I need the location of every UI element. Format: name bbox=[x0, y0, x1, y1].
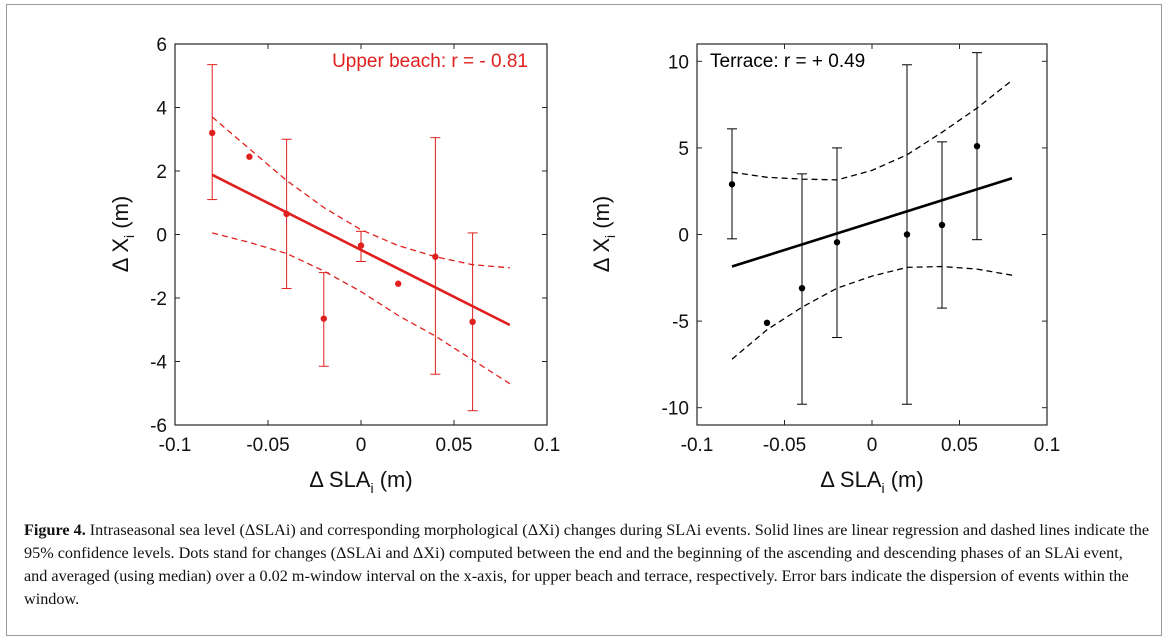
data-point bbox=[938, 221, 946, 229]
data-point bbox=[903, 231, 911, 238]
y-tick-label: 4 bbox=[156, 99, 167, 120]
caption-label: Figure 4. bbox=[24, 521, 86, 539]
data-point bbox=[246, 153, 253, 160]
figure-plots: -0.1 -0.05 0 0.05 0.1 -6 -4 -2 0 2 4 6 Δ SLAi (m) Δ X… bbox=[108, 35, 1060, 496]
ci-upper-line bbox=[731, 79, 1013, 181]
data-point bbox=[763, 319, 771, 327]
x-tick-label: 0.05 bbox=[941, 435, 978, 456]
ci-upper-line bbox=[211, 116, 510, 269]
data-point bbox=[209, 129, 216, 137]
data-point bbox=[728, 181, 736, 188]
y-tick-label: 10 bbox=[668, 52, 689, 73]
x-tick-label: 0 bbox=[867, 435, 878, 456]
x-tick-label: 0.1 bbox=[534, 435, 560, 456]
terrace-panel: -0.1 -0.05 0 0.05 0.1 -10 -5 0 5 10 Δ SLAi (m) Δ Xi… bbox=[589, 43, 1060, 496]
y-tick-label: 6 bbox=[156, 35, 167, 56]
data-point bbox=[357, 242, 365, 249]
x-tick-label: -0.05 bbox=[246, 435, 289, 456]
correlation-annotation: Upper beach: r = - 0.81 bbox=[332, 51, 528, 72]
x-tick-label: 0 bbox=[356, 435, 367, 456]
ci-lower-line bbox=[731, 265, 1013, 360]
caption-text: Intraseasonal sea level (ΔSLAi) and corr… bbox=[24, 521, 1150, 608]
data-point bbox=[973, 142, 981, 150]
upper-beach-panel: -0.1 -0.05 0 0.05 0.1 -6 -4 -2 0 2 4 6 Δ SLAi (m) Δ X… bbox=[108, 35, 560, 496]
y-tick-label: -6 bbox=[150, 416, 167, 437]
x-tick-label: -0.05 bbox=[763, 435, 806, 456]
data-point bbox=[395, 280, 402, 287]
data-point bbox=[469, 318, 476, 326]
y-tick-label: 0 bbox=[678, 226, 689, 247]
x-axis-label: Δ SLAi (m) bbox=[820, 467, 923, 496]
x-axis-label: Δ SLAi (m) bbox=[309, 467, 412, 496]
y-axis-label: Δ Xi (m) bbox=[108, 196, 137, 273]
data-point bbox=[283, 210, 290, 218]
x-tick-label: 0.1 bbox=[1034, 435, 1060, 456]
figure-frame bbox=[6, 4, 1162, 636]
data-point bbox=[320, 315, 327, 322]
y-tick-label: 0 bbox=[156, 226, 167, 247]
ci-lower-line bbox=[212, 232, 511, 385]
correlation-annotation: Terrace: r = + 0.49 bbox=[710, 51, 865, 72]
y-tick-label: -4 bbox=[150, 353, 167, 374]
y-axis-label: Δ Xi (m) bbox=[589, 196, 618, 273]
x-tick-label: -0.1 bbox=[159, 435, 192, 456]
data-point bbox=[833, 239, 841, 246]
x-tick-label: 0.05 bbox=[436, 435, 473, 456]
y-tick-label: 5 bbox=[678, 139, 689, 160]
y-tick-label: 2 bbox=[156, 162, 167, 183]
figure-caption: Figure 4. Intraseasonal sea level (ΔSLAi… bbox=[24, 519, 1150, 611]
y-tick-label: -10 bbox=[662, 399, 689, 420]
axes-box bbox=[696, 43, 1048, 426]
y-tick-label: -5 bbox=[672, 312, 689, 333]
regression-line bbox=[731, 176, 1013, 268]
x-tick-label: -0.1 bbox=[681, 435, 714, 456]
y-tick-label: -2 bbox=[150, 289, 167, 310]
data-point bbox=[432, 253, 439, 260]
data-point bbox=[798, 284, 806, 292]
